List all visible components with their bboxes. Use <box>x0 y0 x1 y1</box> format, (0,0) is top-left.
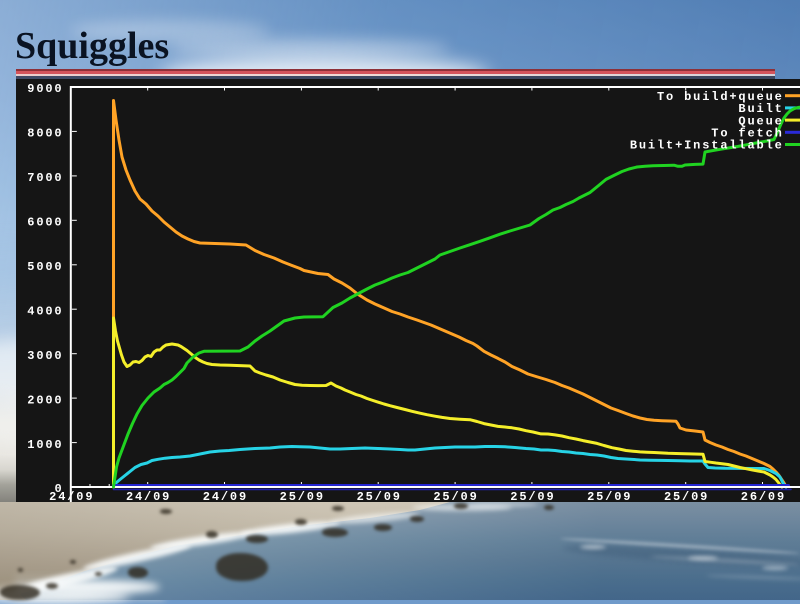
svg-text:9000: 9000 <box>27 82 63 96</box>
svg-text:To fetch: To fetch <box>711 127 783 141</box>
svg-text:1000: 1000 <box>27 438 63 452</box>
svg-text:4000: 4000 <box>27 304 63 318</box>
svg-text:26/09: 26/09 <box>741 490 786 502</box>
svg-text:0: 0 <box>54 482 63 496</box>
svg-text:25/09: 25/09 <box>510 490 555 502</box>
svg-text:2000: 2000 <box>27 393 63 407</box>
svg-text:Built: Built <box>738 102 783 116</box>
svg-text:25/09: 25/09 <box>280 490 325 502</box>
svg-text:24/09: 24/09 <box>49 490 94 502</box>
svg-text:Queue: Queue <box>738 114 783 128</box>
svg-text:25/09: 25/09 <box>587 490 632 502</box>
svg-text:3000: 3000 <box>27 349 63 363</box>
svg-text:25/09: 25/09 <box>357 490 402 502</box>
svg-text:25/09: 25/09 <box>433 490 478 502</box>
svg-text:6000: 6000 <box>27 216 63 230</box>
svg-text:8000: 8000 <box>27 127 63 141</box>
svg-text:24/09: 24/09 <box>203 490 248 502</box>
svg-text:5000: 5000 <box>27 260 63 274</box>
svg-text:Built+Installable: Built+Installable <box>630 139 784 153</box>
svg-text:25/09: 25/09 <box>664 490 709 502</box>
svg-text:24/09: 24/09 <box>126 490 171 502</box>
svg-text:To build+queue: To build+queue <box>657 90 784 104</box>
svg-text:7000: 7000 <box>27 171 63 185</box>
